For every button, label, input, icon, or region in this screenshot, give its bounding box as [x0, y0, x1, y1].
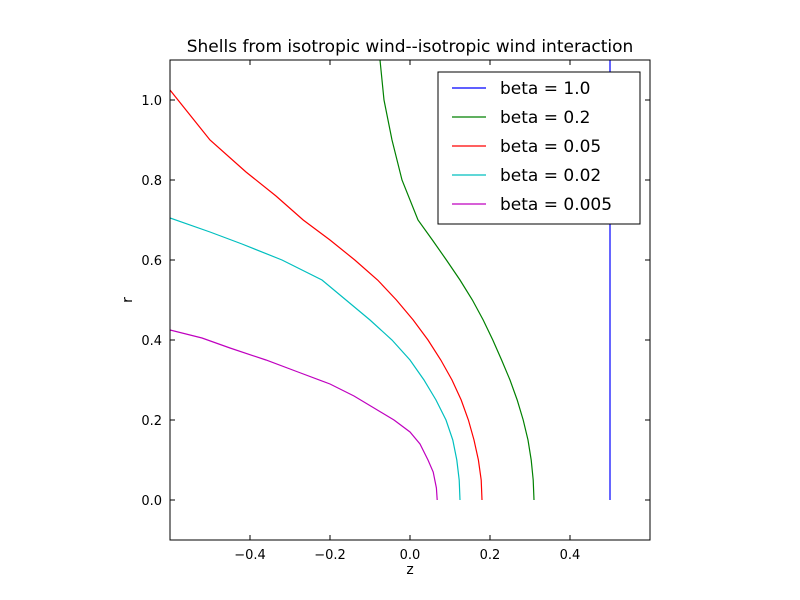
x-axis-label: z: [406, 562, 413, 578]
legend-box: [437, 71, 641, 225]
y-tick-label: 0.4: [141, 334, 162, 349]
legend-label-4: beta = 0.005: [500, 195, 612, 215]
y-tick-label: 1.0: [141, 94, 162, 109]
y-tick-label: 0.2: [141, 414, 162, 429]
y-tick-label: 0.8: [141, 174, 162, 189]
legend-label-2: beta = 0.05: [500, 137, 601, 157]
legend-label-0: beta = 1.0: [500, 79, 590, 99]
series-line-3: [170, 217, 461, 501]
x-tick-label: −0.2: [314, 548, 346, 563]
x-tick-labels: −0.4 −0.2 0.0 0.2 0.4: [234, 548, 580, 563]
series-line-4: [170, 329, 438, 501]
x-tick-label: −0.4: [234, 548, 266, 563]
series-line-2: [170, 89, 483, 501]
y-tick-label: 0.6: [141, 254, 162, 269]
y-tick-label: 0.0: [141, 494, 162, 509]
y-axis-label: r: [120, 297, 136, 303]
legend-label-1: beta = 0.2: [500, 108, 590, 128]
legend: beta = 1.0 beta = 0.2 beta = 0.05 beta = 0.…: [437, 71, 641, 225]
x-tick-label: 0.4: [560, 548, 581, 563]
x-tick-label: 0.2: [480, 548, 501, 563]
chart-title: Shells from isotropic wind--isotropic wi…: [187, 37, 634, 57]
x-tick-label: 0.0: [400, 548, 421, 563]
series-line-1: [379, 60, 535, 501]
y-tick-labels: 0.0 0.2 0.4 0.6 0.8 1.0: [141, 94, 162, 509]
legend-label-3: beta = 0.02: [500, 166, 601, 186]
axis-ticks: [170, 60, 650, 540]
